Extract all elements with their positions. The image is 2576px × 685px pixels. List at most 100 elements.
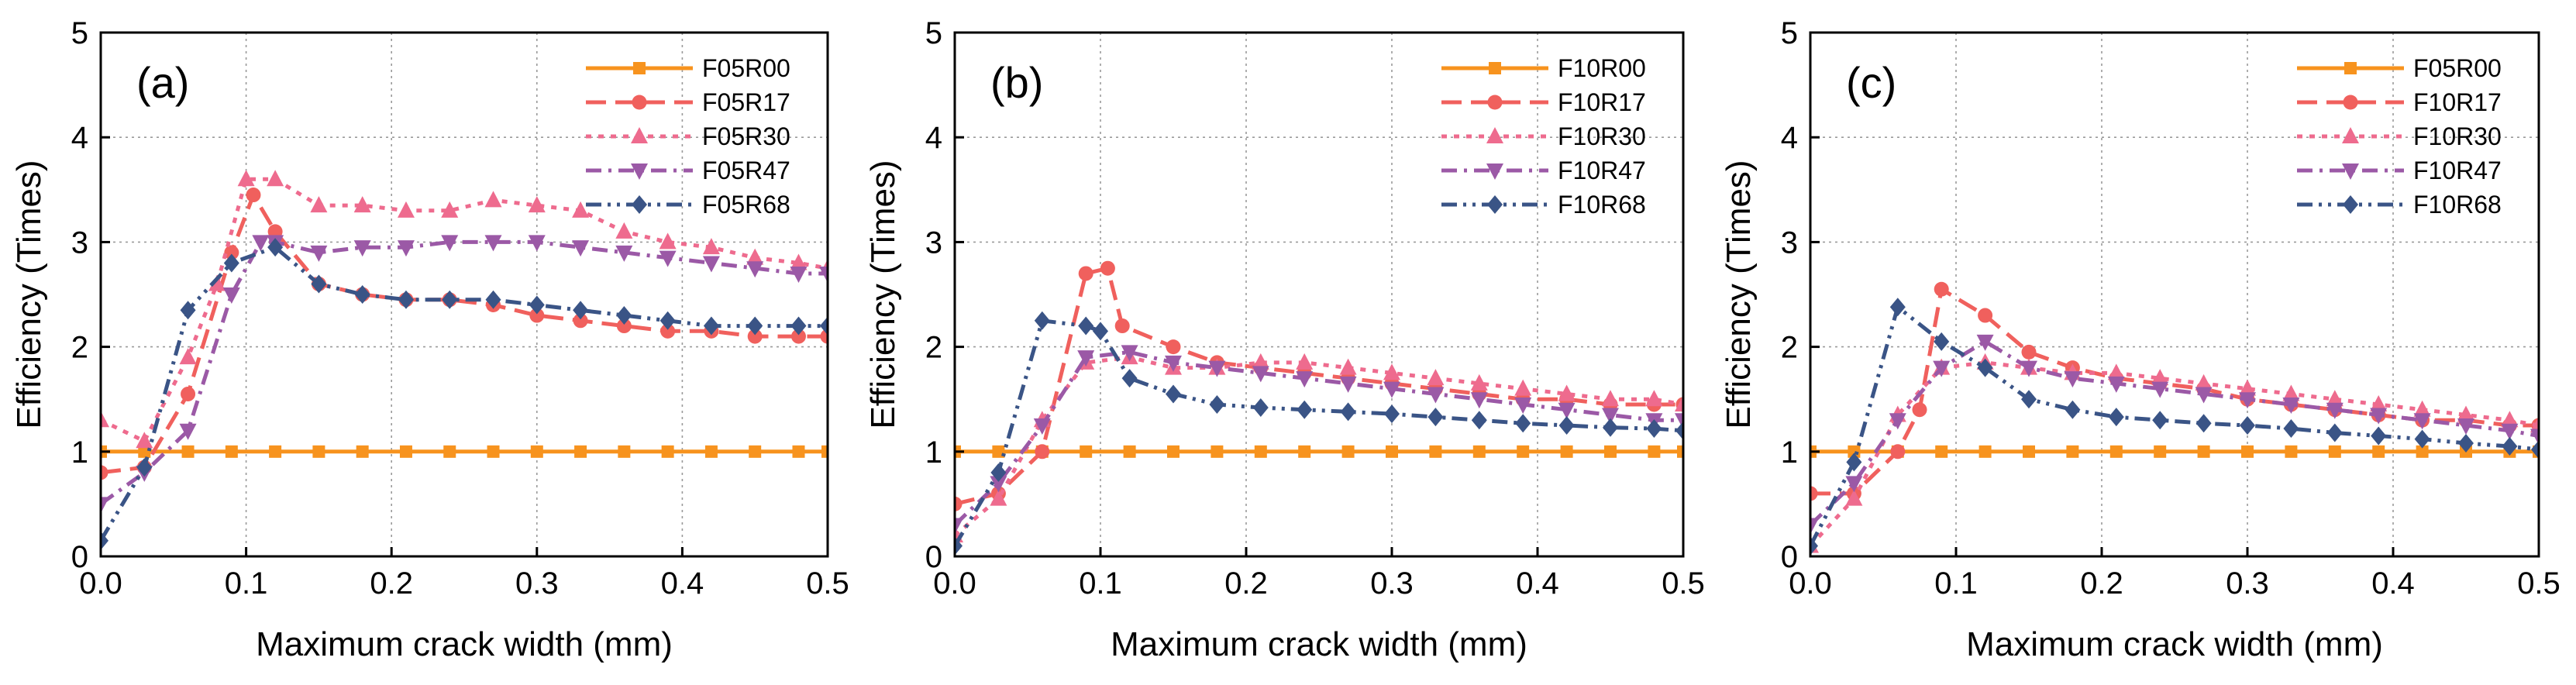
data-point [1978, 445, 1992, 458]
data-point [1810, 486, 1818, 501]
data-point [1427, 387, 1445, 404]
data-point [208, 274, 226, 291]
data-point [1252, 353, 1269, 370]
series-F10R47 [955, 345, 1683, 535]
data-point [441, 235, 459, 252]
series-F05R00 [101, 445, 828, 458]
data-point [2413, 413, 2431, 430]
data-point [2416, 445, 2429, 458]
legend-item-F05R47: F05R47 [586, 157, 790, 184]
data-point [1471, 411, 1487, 430]
legend-label: F10R30 [2413, 122, 2502, 150]
data-point [1845, 476, 1863, 493]
series-line-F05R30 [101, 177, 828, 443]
legend-item-F10R68: F10R68 [1441, 191, 1646, 219]
data-point [660, 323, 676, 339]
series-F10R68 [1810, 298, 2539, 556]
legend-label: F05R30 [702, 122, 790, 150]
series-F05R17 [101, 188, 828, 480]
data-point [1846, 453, 1862, 472]
data-point [1514, 397, 1532, 414]
data-point [1208, 360, 1226, 377]
data-point [790, 316, 807, 336]
data-point [1845, 489, 1863, 506]
data-point [1933, 360, 1951, 377]
data-point [2064, 371, 2082, 388]
data-point [310, 196, 328, 213]
data-point [1114, 318, 1130, 334]
data-point [2501, 411, 2519, 428]
data-point [1296, 371, 1314, 388]
data-point [2195, 387, 2213, 404]
series-F05R30 [101, 170, 828, 449]
data-point [1123, 445, 1136, 458]
data-point [1165, 355, 1182, 372]
data-point [1427, 369, 1445, 386]
data-point [1166, 339, 1181, 355]
data-point [485, 290, 501, 309]
data-point [616, 306, 632, 325]
data-point [2530, 416, 2539, 432]
data-point [615, 222, 633, 239]
x-axis-title: Maximum crack width (mm) [256, 625, 673, 663]
data-point [955, 518, 963, 535]
data-point [790, 253, 808, 270]
y-tick-label: 1 [1781, 435, 1798, 470]
data-point [2328, 445, 2341, 458]
data-point [181, 386, 196, 401]
data-point [443, 445, 456, 458]
x-tick-label: 0.3 [2226, 566, 2269, 601]
data-point [1514, 379, 1532, 396]
data-point [1209, 394, 1225, 414]
legend-label: F10R68 [2413, 191, 2502, 219]
data-point [2413, 400, 2431, 417]
data-point [1166, 384, 1181, 404]
data-point [267, 238, 284, 257]
data-point [1675, 394, 1683, 411]
data-point [1470, 373, 1488, 391]
data-point [529, 295, 545, 315]
data-point [1339, 376, 1357, 393]
data-point [2020, 360, 2037, 377]
data-point [615, 245, 633, 262]
data-point [225, 445, 238, 458]
data-point [398, 290, 414, 309]
y-tick-label: 2 [925, 331, 942, 365]
series-F10R17 [955, 260, 1683, 511]
data-point [484, 191, 502, 208]
data-point [1889, 413, 1906, 430]
data-point [1093, 322, 1108, 341]
data-point [820, 316, 828, 336]
data-point [246, 188, 261, 203]
data-point [101, 411, 109, 428]
data-point [1383, 381, 1400, 398]
plot-frame [99, 31, 829, 558]
series-F05R00 [1810, 445, 2539, 458]
data-point [442, 290, 458, 309]
legend-item-F10R00: F10R00 [1441, 54, 1646, 82]
panel-label: (c) [1846, 58, 1896, 107]
legend-marker [632, 95, 647, 110]
data-point [2021, 344, 2037, 360]
y-tick-label: 5 [1781, 16, 1798, 50]
x-tick-label: 0.0 [933, 566, 976, 601]
x-tick-label: 0.2 [1224, 566, 1268, 601]
data-point [2195, 414, 2212, 433]
data-point [1675, 421, 1683, 440]
axes: 0.0 0.1 0.2 0.3 0.4 0.5 0 1 2 3 4 5 [1781, 16, 2561, 601]
data-point [101, 465, 108, 480]
data-point [1254, 445, 1267, 458]
legend-label: F05R47 [702, 157, 790, 184]
data-point [702, 238, 720, 255]
data-point [2414, 429, 2430, 449]
series-line-F10R30 [955, 355, 1683, 537]
data-point [181, 445, 195, 458]
data-point [2023, 445, 2035, 458]
data-point [1515, 414, 1531, 433]
data-point [1121, 345, 1138, 362]
data-point [2326, 390, 2344, 407]
x-tick-label: 0.2 [2080, 566, 2123, 601]
y-tick-label: 0 [71, 540, 88, 574]
series-line-F05R17 [101, 193, 828, 475]
data-point [2531, 440, 2539, 460]
